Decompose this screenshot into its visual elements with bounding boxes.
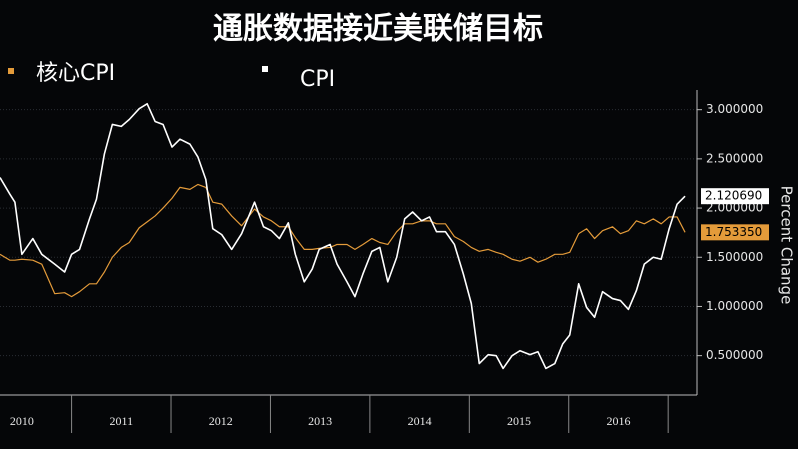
legend-swatch [8, 68, 14, 74]
x-tick-label: 2015 [507, 414, 531, 428]
x-tick-label: 2016 [606, 414, 630, 428]
legend-label: 核心CPI [36, 61, 115, 86]
x-tick-label: 2014 [408, 414, 432, 428]
y-tick-label: 1.500000 [706, 250, 763, 264]
chart-title: 通胀数据接近美联储目标 [213, 12, 543, 47]
value-badge [701, 188, 769, 205]
x-tick-label: 2012 [209, 414, 233, 428]
y-tick-label: 2.500000 [706, 151, 763, 165]
series-line [0, 102, 686, 370]
y-axis-label: Percent Change [778, 186, 796, 305]
legend-swatch [262, 66, 268, 72]
legend-label: CPI [300, 67, 335, 92]
x-tick-label: 2013 [308, 414, 332, 428]
series-line [0, 183, 686, 298]
y-tick-label: 1.000000 [706, 299, 763, 313]
y-tick-label: 3.000000 [706, 102, 763, 116]
value-label: 2.120690 [705, 189, 762, 203]
x-tick-label: 2010 [10, 414, 34, 428]
y-tick-label: 0.500000 [706, 348, 763, 362]
value-label: 1.753350 [705, 225, 762, 239]
x-tick-label: 2011 [110, 414, 134, 428]
value-badge [701, 224, 769, 241]
